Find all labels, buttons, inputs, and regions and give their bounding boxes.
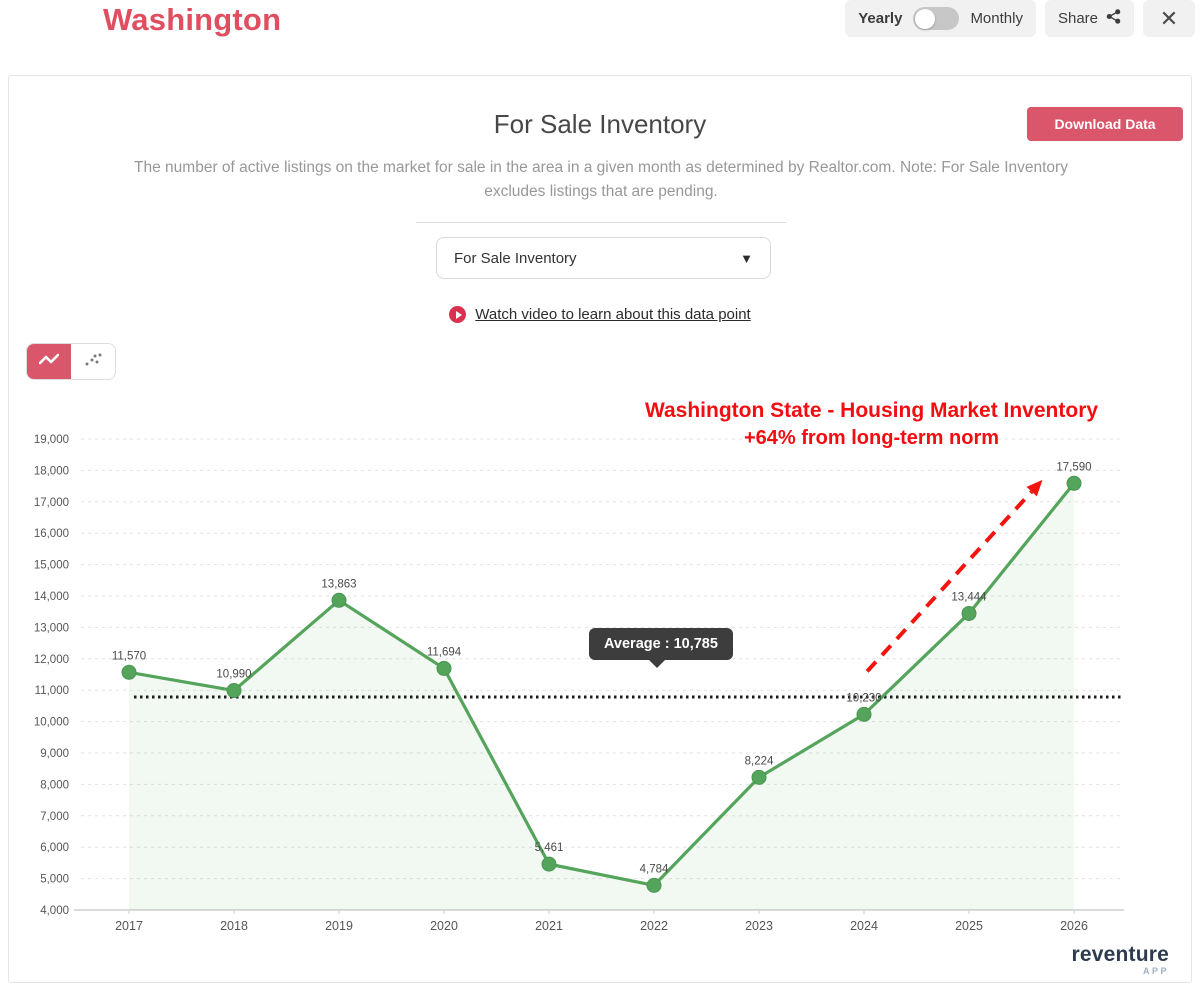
svg-text:11,570: 11,570	[112, 650, 146, 662]
page-title: Washington	[103, 2, 282, 37]
annotation-subtitle: +64% from long-term norm	[743, 427, 1000, 449]
svg-text:12,000: 12,000	[34, 654, 69, 666]
metric-description: The number of active listings on the mar…	[134, 159, 1068, 201]
download-data-button[interactable]: Download Data	[1027, 107, 1183, 141]
svg-text:11,000: 11,000	[35, 685, 69, 697]
svg-text:5,000: 5,000	[40, 874, 69, 886]
svg-text:15,000: 15,000	[34, 560, 69, 572]
toggle-knob	[915, 8, 936, 29]
close-button[interactable]: ✕	[1143, 0, 1195, 37]
line-chart-button[interactable]	[27, 344, 71, 379]
header-controls: Yearly Monthly Share ✕	[845, 0, 1195, 37]
svg-text:17,590: 17,590	[1056, 461, 1091, 473]
svg-text:4,784: 4,784	[640, 863, 669, 875]
chart-type-toggle	[26, 343, 116, 380]
svg-text:16,000: 16,000	[34, 528, 69, 540]
svg-text:2024: 2024	[850, 919, 878, 933]
svg-text:14,000: 14,000	[34, 591, 69, 603]
svg-text:8,224: 8,224	[745, 755, 774, 767]
svg-text:9,000: 9,000	[40, 748, 69, 760]
scatter-chart-button[interactable]	[71, 344, 115, 379]
toggle-label-monthly[interactable]: Monthly	[970, 10, 1023, 27]
play-icon	[449, 306, 467, 323]
scatter-chart-icon	[84, 353, 102, 370]
svg-text:10,990: 10,990	[216, 669, 251, 681]
close-icon: ✕	[1159, 5, 1179, 31]
toggle-label-yearly[interactable]: Yearly	[858, 10, 903, 27]
svg-text:2025: 2025	[955, 919, 983, 933]
svg-text:19,000: 19,000	[34, 434, 69, 446]
chevron-down-icon: ▼	[740, 250, 753, 266]
watch-video-label: Watch video to learn about this data poi…	[475, 306, 751, 323]
watch-video-link[interactable]: Watch video to learn about this data poi…	[9, 306, 1191, 323]
svg-text:13,000: 13,000	[34, 622, 69, 634]
svg-text:18,000: 18,000	[34, 465, 69, 477]
share-icon	[1106, 9, 1121, 28]
svg-text:11,694: 11,694	[427, 646, 462, 658]
svg-text:2022: 2022	[640, 919, 668, 933]
svg-text:2017: 2017	[115, 919, 143, 933]
svg-text:2021: 2021	[535, 919, 563, 933]
svg-text:2019: 2019	[325, 919, 353, 933]
svg-text:2023: 2023	[745, 919, 773, 933]
svg-text:2018: 2018	[220, 919, 248, 933]
period-toggle-group: Yearly Monthly	[845, 0, 1036, 37]
brand-name: reventure	[1071, 943, 1169, 966]
svg-text:5,461: 5,461	[535, 842, 564, 854]
svg-text:7,000: 7,000	[40, 811, 69, 823]
divider	[416, 222, 786, 223]
share-button-label: Share	[1057, 10, 1098, 27]
svg-text:13,444: 13,444	[951, 591, 987, 603]
inventory-card: For Sale Inventory Download Data The num…	[8, 75, 1192, 983]
line-chart-icon	[38, 353, 60, 370]
svg-text:10,000: 10,000	[34, 717, 69, 729]
average-tooltip: Average : 10,785	[589, 628, 733, 668]
svg-text:13,863: 13,863	[321, 578, 356, 590]
svg-text:6,000: 6,000	[40, 842, 69, 854]
inventory-chart: 4,000 5,000 6,000 7,000 8,000 9,000 10,000 11,0…	[9, 401, 1191, 946]
svg-text:4,000: 4,000	[40, 905, 69, 917]
share-button[interactable]: Share	[1044, 0, 1134, 37]
brand-sub: APP	[1142, 966, 1169, 976]
svg-text:2026: 2026	[1060, 919, 1088, 933]
metric-dropdown[interactable]: For Sale Inventory ▼	[436, 237, 771, 279]
svg-text:2020: 2020	[430, 919, 458, 933]
svg-text:8,000: 8,000	[40, 779, 69, 791]
period-toggle-switch[interactable]	[913, 7, 960, 30]
card-title: For Sale Inventory	[493, 109, 707, 139]
metric-dropdown-value: For Sale Inventory	[454, 249, 577, 267]
annotation-title: Washington State - Housing Market Invent…	[644, 399, 1099, 422]
svg-text:10,230: 10,230	[846, 692, 881, 704]
svg-text:17,000: 17,000	[34, 497, 69, 509]
brand-logo: reventure APP	[1071, 944, 1169, 976]
chart-svg: 4,000 5,000 6,000 7,000 8,000 9,000 10,000 11,0…	[34, 434, 1124, 933]
